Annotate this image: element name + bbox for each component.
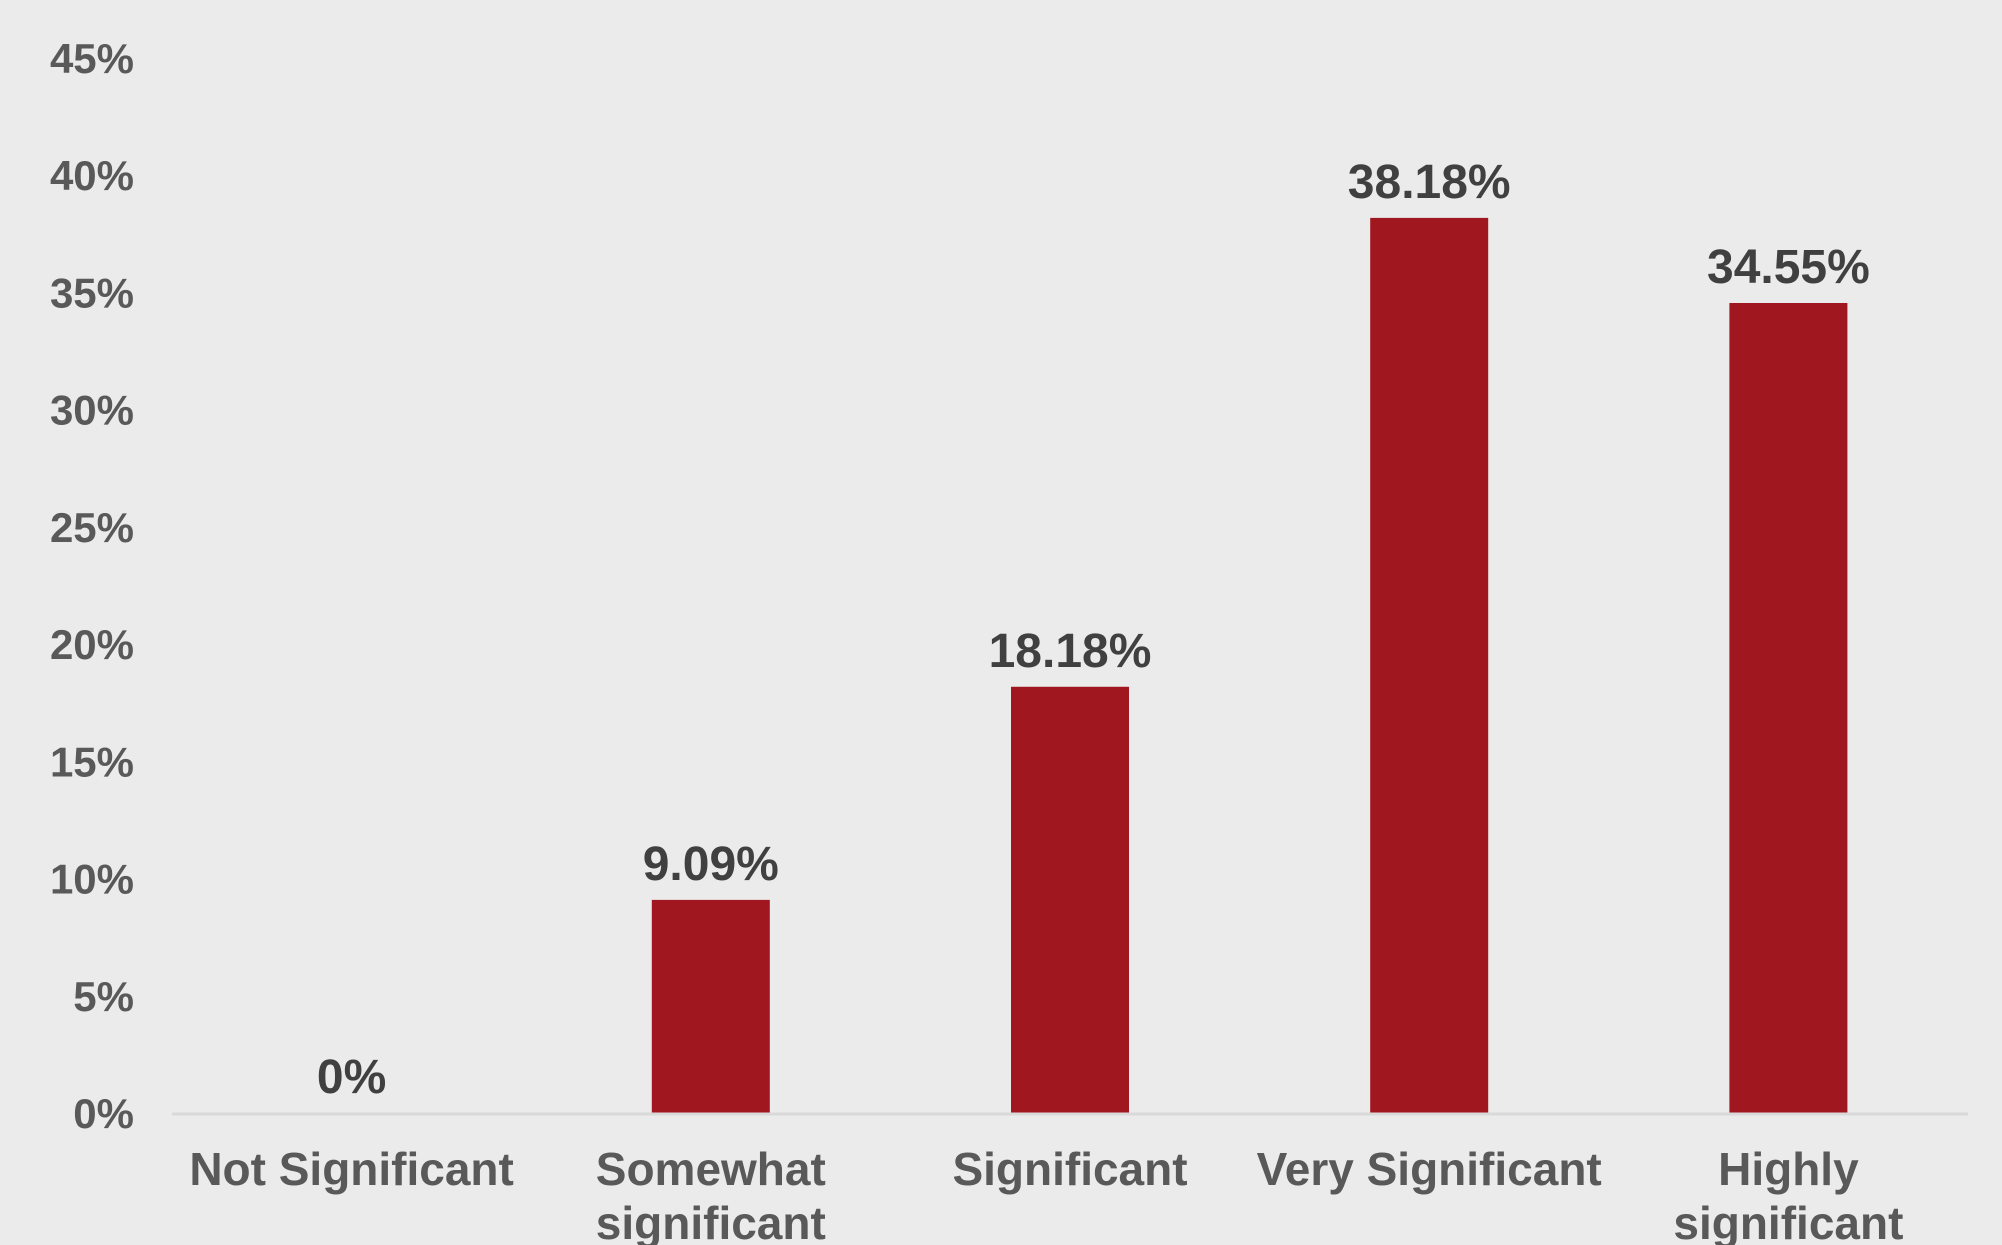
x-axis: Not Significant Somewhat significantSignif…	[189, 1143, 1903, 1245]
y-axis: 0% 5% 10% 15% 20% 25% 30% 35% 40% 45%	[50, 35, 134, 1137]
y-tick-label: 30%	[50, 387, 134, 434]
y-tick-label: 40%	[50, 152, 134, 199]
x-category-label-line: Very Significant	[1257, 1143, 1602, 1195]
x-category-label-line: Not Significant	[189, 1143, 514, 1195]
bar	[1011, 686, 1129, 1113]
x-category-label: Significant	[952, 1143, 1187, 1195]
data-labels: 0% 9.09% 18.18% 38.18% 34.55%	[317, 156, 1870, 1104]
data-label: 34.55%	[1707, 241, 1870, 294]
x-category-label: Somewhat significant	[596, 1143, 826, 1245]
data-label: 0%	[317, 1051, 386, 1104]
x-category-label-line: Significant	[952, 1143, 1187, 1195]
y-tick-label: 35%	[50, 269, 134, 316]
x-category-label-line: significant	[596, 1197, 826, 1245]
bar	[651, 899, 770, 1113]
x-category-label-line: Somewhat	[596, 1143, 826, 1195]
bar	[1729, 302, 1848, 1113]
x-category-label-line: Highly	[1718, 1143, 1859, 1195]
y-tick-label: 45%	[50, 35, 134, 82]
y-tick-label: 10%	[50, 856, 134, 903]
y-tick-label: 15%	[50, 738, 134, 785]
data-label: 18.18%	[989, 625, 1152, 678]
x-category-label-line: significant	[1673, 1197, 1903, 1245]
bar	[1370, 217, 1489, 1113]
x-category-label: Highly significant	[1673, 1143, 1903, 1245]
y-tick-label: 0%	[73, 1090, 134, 1137]
y-tick-label: 20%	[50, 621, 134, 668]
data-label: 9.09%	[643, 838, 779, 891]
x-category-label: Very Significant	[1257, 1143, 1602, 1195]
data-label: 38.18%	[1348, 156, 1511, 209]
y-tick-label: 25%	[50, 504, 134, 551]
y-tick-label: 5%	[73, 973, 134, 1020]
bars	[651, 217, 1848, 1113]
x-category-label: Not Significant	[189, 1143, 514, 1195]
